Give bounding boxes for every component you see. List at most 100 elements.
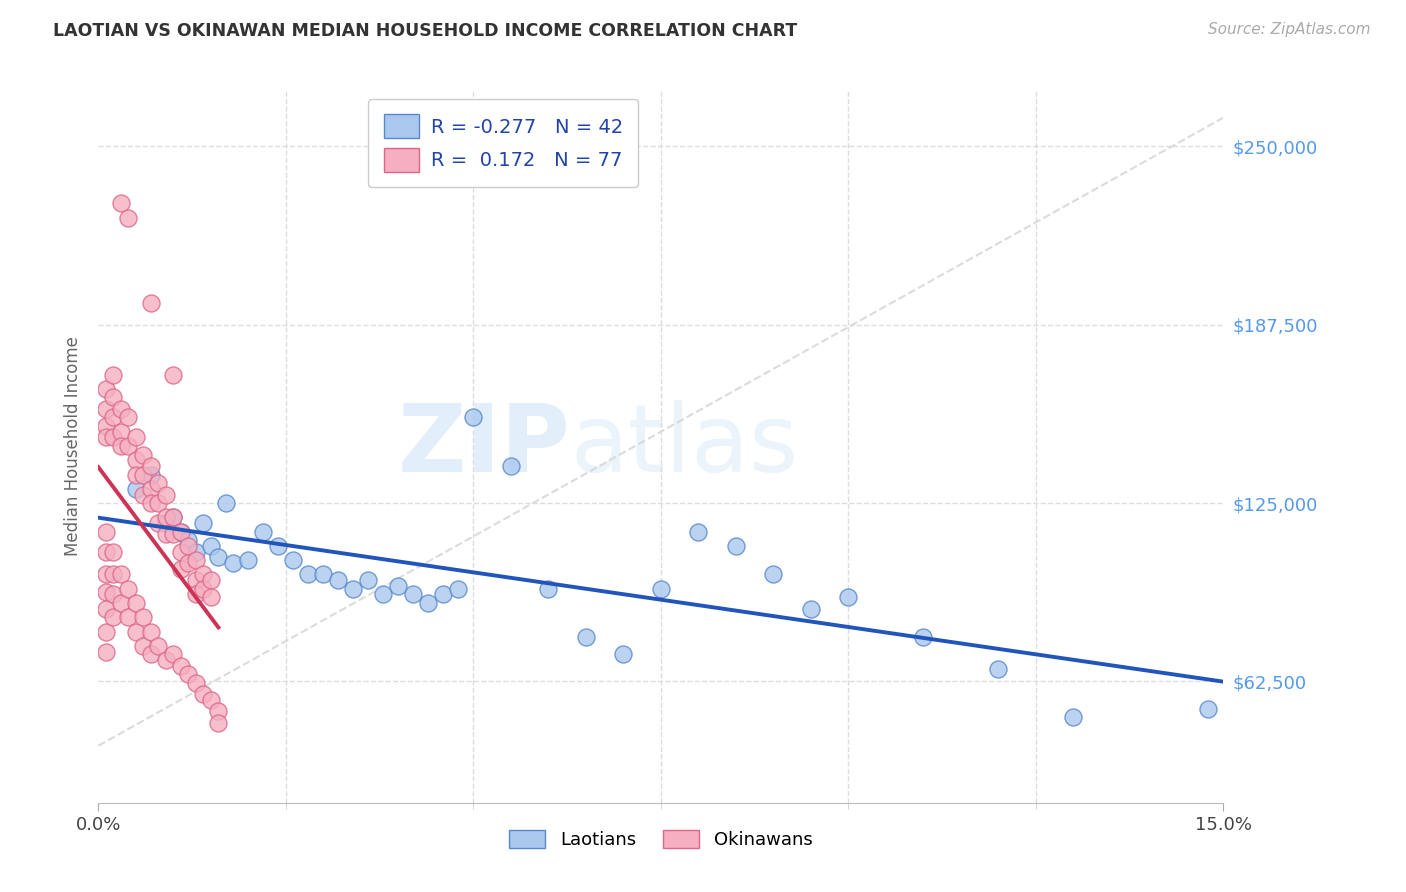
- Point: [612, 648, 634, 662]
- Point: [155, 516, 177, 530]
- Point: [132, 639, 155, 653]
- Point: [139, 296, 162, 310]
- Point: [170, 658, 193, 673]
- Point: [193, 516, 215, 530]
- Legend: Laotians, Okinawans: Laotians, Okinawans: [501, 821, 821, 858]
- Point: [139, 482, 162, 496]
- Point: [402, 587, 425, 601]
- Point: [177, 556, 200, 570]
- Point: [162, 648, 184, 662]
- Point: [800, 601, 823, 615]
- Point: [94, 601, 117, 615]
- Point: [103, 544, 125, 558]
- Point: [650, 582, 672, 596]
- Point: [139, 467, 162, 482]
- Point: [912, 630, 935, 644]
- Point: [162, 368, 184, 382]
- Point: [125, 467, 148, 482]
- Point: [94, 624, 117, 639]
- Point: [94, 644, 117, 658]
- Point: [103, 391, 125, 405]
- Point: [148, 516, 170, 530]
- Point: [1062, 710, 1084, 724]
- Point: [110, 401, 132, 416]
- Point: [155, 487, 177, 501]
- Point: [117, 211, 139, 225]
- Point: [148, 496, 170, 510]
- Point: [103, 567, 125, 582]
- Point: [103, 368, 125, 382]
- Point: [357, 573, 380, 587]
- Text: ZIP: ZIP: [398, 400, 571, 492]
- Point: [155, 653, 177, 667]
- Point: [117, 582, 139, 596]
- Point: [252, 524, 274, 539]
- Point: [110, 567, 132, 582]
- Point: [177, 539, 200, 553]
- Point: [499, 458, 522, 473]
- Point: [155, 527, 177, 541]
- Point: [837, 591, 859, 605]
- Point: [94, 430, 117, 444]
- Point: [200, 539, 222, 553]
- Point: [132, 448, 155, 462]
- Point: [125, 624, 148, 639]
- Point: [94, 382, 117, 396]
- Point: [387, 579, 409, 593]
- Y-axis label: Median Household Income: Median Household Income: [63, 336, 82, 556]
- Text: Source: ZipAtlas.com: Source: ZipAtlas.com: [1208, 22, 1371, 37]
- Point: [162, 527, 184, 541]
- Point: [103, 430, 125, 444]
- Point: [193, 687, 215, 701]
- Point: [94, 419, 117, 434]
- Point: [267, 539, 290, 553]
- Text: atlas: atlas: [571, 400, 799, 492]
- Point: [200, 693, 222, 707]
- Point: [94, 584, 117, 599]
- Point: [373, 587, 395, 601]
- Point: [177, 533, 200, 548]
- Point: [1197, 701, 1219, 715]
- Point: [447, 582, 470, 596]
- Point: [170, 524, 193, 539]
- Point: [207, 705, 229, 719]
- Point: [688, 524, 710, 539]
- Point: [162, 510, 184, 524]
- Point: [148, 639, 170, 653]
- Point: [110, 596, 132, 610]
- Text: LAOTIAN VS OKINAWAN MEDIAN HOUSEHOLD INCOME CORRELATION CHART: LAOTIAN VS OKINAWAN MEDIAN HOUSEHOLD INC…: [53, 22, 797, 40]
- Point: [193, 582, 215, 596]
- Point: [139, 648, 162, 662]
- Point: [222, 556, 245, 570]
- Point: [103, 587, 125, 601]
- Point: [139, 624, 162, 639]
- Point: [117, 610, 139, 624]
- Point: [170, 562, 193, 576]
- Point: [148, 476, 170, 491]
- Point: [184, 573, 207, 587]
- Point: [139, 496, 162, 510]
- Point: [575, 630, 598, 644]
- Point: [94, 401, 117, 416]
- Point: [193, 567, 215, 582]
- Point: [132, 487, 155, 501]
- Point: [94, 567, 117, 582]
- Point: [283, 553, 305, 567]
- Point: [312, 567, 335, 582]
- Point: [125, 430, 148, 444]
- Point: [94, 544, 117, 558]
- Point: [103, 610, 125, 624]
- Point: [110, 425, 132, 439]
- Point: [328, 573, 350, 587]
- Point: [724, 539, 747, 553]
- Point: [184, 553, 207, 567]
- Point: [200, 573, 222, 587]
- Point: [342, 582, 364, 596]
- Point: [184, 676, 207, 690]
- Point: [207, 715, 229, 730]
- Point: [762, 567, 785, 582]
- Point: [103, 410, 125, 425]
- Point: [110, 439, 132, 453]
- Point: [177, 667, 200, 681]
- Point: [297, 567, 319, 582]
